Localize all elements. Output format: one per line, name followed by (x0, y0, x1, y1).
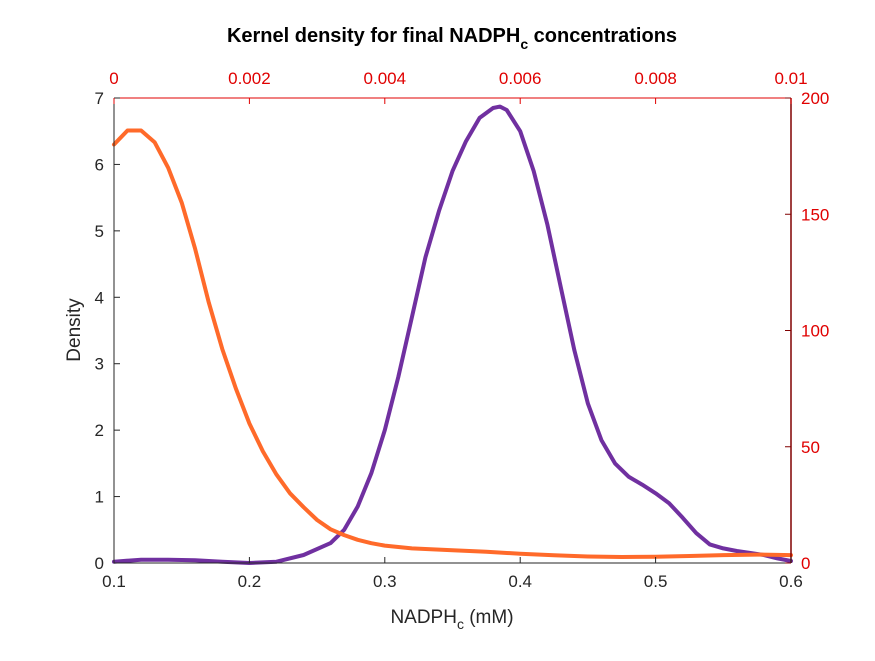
y-left-tick-label: 4 (95, 288, 104, 307)
x-bottom-tick-label: 0.6 (779, 572, 803, 591)
y-right-tick-label: 100 (801, 322, 829, 341)
chart-title-main: Kernel density for final NADPH (227, 25, 520, 47)
x-axis-label-subscript: c (457, 616, 464, 632)
x-axis-label-main: NADPH (390, 607, 457, 628)
y-right-tick-label: 150 (801, 205, 829, 224)
y-axis-label: Density (64, 298, 85, 362)
x-top-tick-label: 0.004 (364, 69, 407, 88)
y-left-tick-label: 3 (95, 355, 104, 374)
x-bottom-tick-label: 0.4 (508, 572, 532, 591)
x-top-tick-label: 0.006 (499, 69, 542, 88)
y-left-tick-label: 2 (95, 421, 104, 440)
series-line-top-right (112, 128, 793, 559)
x-top-tick-label: 0.002 (228, 69, 271, 88)
y-left-tick-label: 5 (95, 222, 104, 241)
y-right-tick-label: 50 (801, 438, 820, 457)
x-bottom-tick-label: 0.3 (373, 572, 397, 591)
chart-title-suffix: concentrations (528, 25, 677, 47)
x-bottom-tick-label: 0.5 (644, 572, 668, 591)
plot-lines (112, 104, 793, 565)
chart-title: Kernel density for final NADPHc concentr… (227, 25, 677, 52)
x-axis-label: NADPHc (mM) (390, 607, 513, 632)
axes (113, 97, 792, 564)
y-left-tick-label: 7 (95, 89, 104, 108)
y-left-tick-label: 0 (95, 554, 104, 573)
x-bottom-tick-label: 0.2 (238, 572, 262, 591)
x-top-tick-label: 0.008 (634, 69, 677, 88)
y-left-tick-label: 6 (95, 155, 104, 174)
chart-title-subscript: c (520, 36, 528, 52)
y-left-tick-label: 1 (95, 488, 104, 507)
x-top-tick-label: 0 (109, 69, 118, 88)
series-line-bottom-left (112, 104, 793, 565)
x-axis-label-suffix: (mM) (464, 607, 514, 628)
y-right-tick-label: 200 (801, 89, 829, 108)
x-top-tick-label: 0.01 (774, 69, 807, 88)
x-bottom-tick-label: 0.1 (102, 572, 126, 591)
y-right-tick-label: 0 (801, 554, 810, 573)
